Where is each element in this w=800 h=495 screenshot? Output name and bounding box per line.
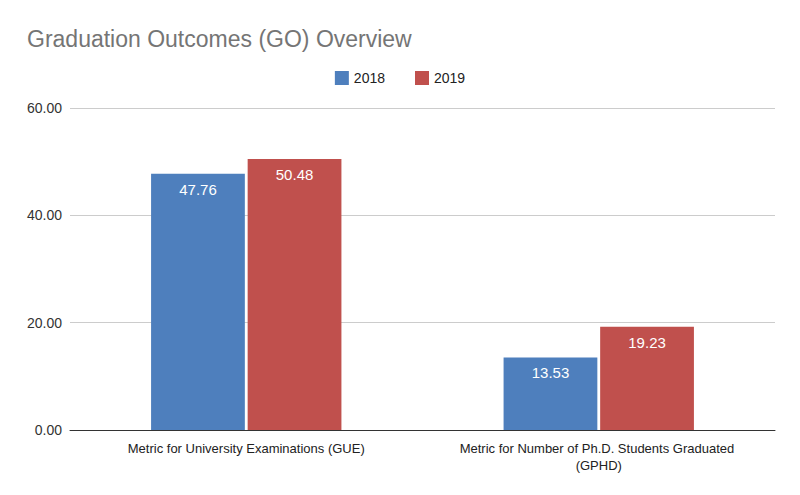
svg-text:40.00: 40.00 [27, 207, 62, 223]
svg-text:19.23: 19.23 [628, 334, 666, 351]
svg-text:Graduation Outcomes (GO) Overv: Graduation Outcomes (GO) Overview [27, 26, 412, 52]
svg-text:2018: 2018 [354, 70, 385, 86]
svg-text:Metric for Number of Ph.D. Stu: Metric for Number of Ph.D. Students Grad… [460, 441, 738, 456]
svg-text:20.00: 20.00 [27, 315, 62, 331]
svg-text:(GPHD): (GPHD) [576, 458, 622, 473]
svg-text:47.76: 47.76 [179, 181, 217, 198]
svg-text:50.48: 50.48 [276, 166, 314, 183]
svg-text:13.53: 13.53 [532, 364, 570, 381]
svg-text:2019: 2019 [434, 70, 465, 86]
svg-text:60.00: 60.00 [27, 100, 62, 116]
svg-text:0.00: 0.00 [35, 422, 62, 438]
svg-text:Metric for University Examinat: Metric for University Examinations (GUE) [128, 441, 365, 456]
